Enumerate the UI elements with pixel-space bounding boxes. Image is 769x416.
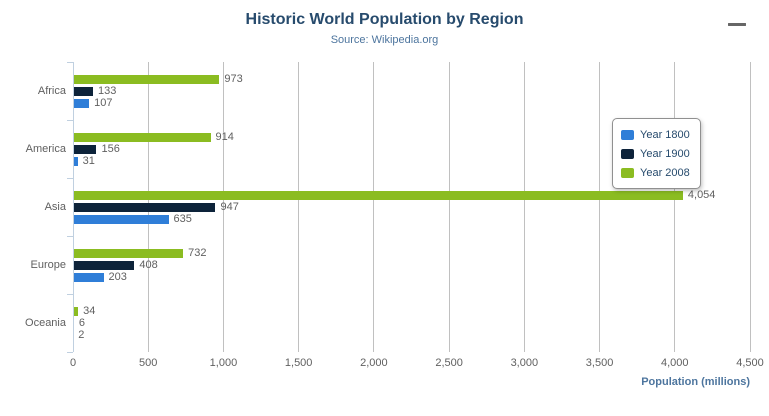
- bar-oceania-year-2008[interactable]: [73, 307, 79, 316]
- data-label: 914: [215, 131, 234, 143]
- data-label: 6: [78, 317, 86, 329]
- category-axis-tick: [67, 293, 73, 295]
- chart-context-menu-button[interactable]: [726, 21, 750, 41]
- bar-america-year-1900[interactable]: [73, 145, 97, 154]
- category-axis-tick: [67, 177, 73, 179]
- category-axis-tick: [67, 235, 73, 237]
- bar-europe-year-2008[interactable]: [73, 249, 184, 258]
- gridline: [222, 62, 224, 352]
- legend-item-year-1800[interactable]: Year 1800: [621, 125, 690, 144]
- data-label: 973: [224, 73, 243, 85]
- data-label: 2: [78, 329, 85, 341]
- legend-symbol-year-1900: [621, 148, 634, 159]
- data-label: 107: [94, 97, 113, 109]
- legend: Year 1800 Year 1900 Year 2008: [612, 118, 701, 189]
- bar-america-year-1800[interactable]: [73, 157, 78, 166]
- data-label: 732: [188, 247, 207, 259]
- data-label: 31: [82, 155, 95, 167]
- category-axis-line: [73, 62, 74, 352]
- x-axis-tick-label: 1,000: [209, 357, 238, 369]
- category-label-africa: Africa: [37, 85, 66, 97]
- data-label: 156: [101, 143, 120, 155]
- category-label-asia: Asia: [44, 201, 66, 213]
- legend-label: Year 2008: [640, 166, 690, 179]
- bar-africa-year-2008[interactable]: [73, 75, 220, 84]
- x-axis-tick-label: 1,500: [284, 357, 313, 369]
- gridline: [523, 62, 525, 352]
- category-axis-tick: [67, 119, 73, 121]
- data-label: 408: [139, 259, 158, 271]
- gridline: [373, 62, 375, 352]
- x-axis-tick-label: 2,500: [435, 357, 463, 369]
- gridline: [298, 62, 300, 352]
- gridline: [749, 62, 751, 352]
- x-axis-tick-label: 2,000: [360, 357, 388, 369]
- bar-asia-year-2008[interactable]: [73, 191, 683, 200]
- category-label-america: America: [25, 143, 66, 155]
- bar-europe-year-1800[interactable]: [73, 273, 104, 282]
- gridline: [448, 62, 450, 352]
- data-label: 635: [173, 213, 192, 225]
- bar-africa-year-1900[interactable]: [73, 87, 93, 96]
- gridline: [674, 62, 676, 352]
- gridline: [599, 62, 601, 352]
- bar-europe-year-1900[interactable]: [73, 261, 135, 270]
- category-label-oceania: Oceania: [25, 317, 66, 329]
- legend-symbol-year-2008: [621, 167, 634, 178]
- chart-subtitle: Source: Wikipedia.org: [330, 34, 439, 46]
- data-label: 4,054: [687, 189, 716, 201]
- data-label: 34: [83, 305, 96, 317]
- x-axis-tick-label: 4,500: [736, 357, 764, 369]
- bar-asia-year-1800[interactable]: [73, 215, 169, 224]
- legend-symbol-year-1800: [621, 129, 634, 140]
- x-axis-tick-label: 500: [139, 357, 158, 369]
- bar-america-year-2008[interactable]: [73, 133, 211, 142]
- bar-asia-year-1900[interactable]: [73, 203, 216, 212]
- x-axis-tick-label: 0: [69, 357, 77, 369]
- x-axis-tick-label: 4,000: [661, 357, 689, 369]
- category-axis-tick: [67, 351, 73, 353]
- data-label: 947: [220, 201, 239, 213]
- bar-africa-year-1800[interactable]: [73, 99, 90, 108]
- data-label: 133: [98, 85, 117, 97]
- x-axis-title: Population (millions): [641, 376, 750, 388]
- x-axis-tick-label: 3,500: [585, 357, 614, 369]
- legend-label: Year 1800: [640, 128, 690, 141]
- legend-item-year-1900[interactable]: Year 1900: [621, 144, 690, 163]
- x-axis-tick-label: 3,000: [510, 357, 539, 369]
- legend-label: Year 1900: [640, 147, 690, 160]
- plot-area: 973 133 107 914 156 31 4,054 947 635 732 408 203 34 6…: [73, 62, 751, 352]
- chart-title: Historic World Population by Region: [245, 11, 524, 28]
- category-label-europe: Europe: [30, 259, 66, 271]
- category-axis-tick: [67, 61, 73, 63]
- legend-item-year-2008[interactable]: Year 2008: [621, 163, 690, 182]
- data-label: 203: [108, 271, 127, 283]
